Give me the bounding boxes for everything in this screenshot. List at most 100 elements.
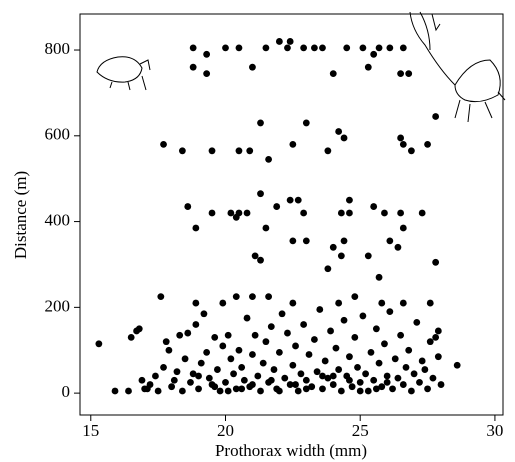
point <box>421 366 429 373</box>
y-tick-label: 600 <box>45 125 71 144</box>
point <box>308 383 316 391</box>
point <box>378 383 386 391</box>
point <box>267 323 275 331</box>
point <box>289 237 297 245</box>
point <box>95 340 103 348</box>
point <box>335 366 343 373</box>
point <box>391 355 399 363</box>
point <box>192 299 200 307</box>
point <box>257 119 264 127</box>
point <box>397 331 405 339</box>
point <box>327 327 334 335</box>
point <box>346 376 353 384</box>
point <box>351 333 359 341</box>
point <box>216 387 224 395</box>
point <box>319 44 326 52</box>
point <box>284 329 291 337</box>
point <box>348 383 356 391</box>
point <box>329 372 337 380</box>
point <box>294 196 302 204</box>
point <box>286 38 294 45</box>
point <box>337 209 345 217</box>
point <box>160 140 167 148</box>
point <box>399 381 407 388</box>
point <box>372 385 380 393</box>
point <box>286 381 294 388</box>
plot-frame <box>79 13 504 416</box>
point <box>311 44 318 52</box>
point <box>437 381 445 388</box>
point <box>394 374 402 382</box>
point <box>259 359 267 367</box>
point <box>178 147 186 155</box>
point <box>249 351 256 358</box>
point <box>329 243 337 251</box>
point <box>354 363 361 371</box>
point <box>297 370 305 378</box>
point <box>399 44 407 52</box>
point <box>275 348 283 356</box>
point <box>319 372 326 380</box>
point <box>143 385 151 393</box>
point <box>335 128 343 135</box>
point <box>254 372 262 380</box>
point <box>181 355 189 363</box>
point <box>292 342 299 350</box>
point <box>289 299 297 307</box>
point <box>162 338 170 346</box>
point <box>168 383 176 391</box>
point <box>324 147 332 155</box>
point <box>340 134 348 142</box>
point <box>405 70 413 78</box>
point <box>262 44 270 52</box>
y-tick-label: 400 <box>45 210 71 229</box>
point <box>189 44 197 52</box>
point <box>235 44 243 52</box>
point <box>232 385 240 393</box>
y-tick-label: 800 <box>45 39 71 58</box>
point <box>243 209 251 217</box>
point <box>170 376 178 384</box>
point <box>329 381 337 388</box>
point <box>238 363 246 371</box>
point <box>321 357 329 365</box>
point <box>222 379 229 386</box>
point <box>359 312 367 320</box>
point <box>232 213 240 221</box>
point <box>208 209 216 217</box>
point <box>432 113 440 120</box>
point <box>224 387 232 395</box>
point <box>413 318 421 326</box>
point <box>154 387 162 395</box>
point <box>364 252 372 260</box>
point <box>418 357 426 365</box>
point <box>249 63 256 71</box>
point <box>189 63 197 71</box>
point <box>364 387 372 395</box>
point <box>251 252 259 260</box>
point <box>152 372 159 380</box>
point <box>203 348 211 356</box>
point <box>222 44 229 52</box>
point <box>214 366 221 373</box>
point <box>135 325 143 333</box>
point <box>381 340 388 348</box>
point <box>410 370 418 378</box>
point <box>337 387 345 395</box>
x-tick-label: 15 <box>82 421 99 440</box>
point <box>370 376 378 384</box>
point <box>399 299 407 307</box>
point <box>418 209 426 217</box>
point <box>386 44 394 52</box>
point <box>219 342 227 350</box>
point <box>346 209 353 217</box>
point <box>346 196 353 204</box>
point <box>434 327 442 335</box>
point <box>157 293 165 301</box>
point <box>251 331 259 339</box>
point <box>367 348 375 356</box>
point <box>397 70 405 78</box>
beetle-icon-right <box>409 11 506 123</box>
point <box>432 258 440 266</box>
point <box>370 203 378 210</box>
